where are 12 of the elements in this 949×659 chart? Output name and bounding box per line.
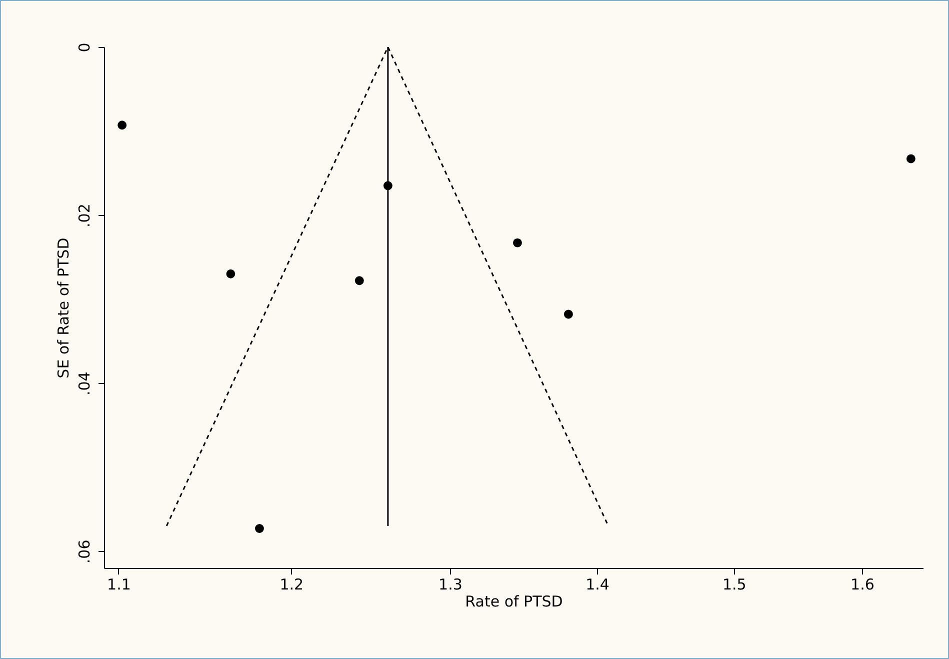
x-tick-label: 1.3 xyxy=(438,576,462,594)
y-tick-label: .06 xyxy=(76,540,94,564)
y-tick-label: .02 xyxy=(76,204,94,228)
y-tick-label: 0 xyxy=(76,42,94,52)
x-tick-label: 1.5 xyxy=(722,576,746,594)
x-tick-label: 1.2 xyxy=(280,576,304,594)
y-axis-title: SE of Rate of PTSD xyxy=(54,238,72,378)
x-tick-label: 1.1 xyxy=(107,576,131,594)
x-tick-label: 1.4 xyxy=(586,576,610,594)
y-tick-label: .04 xyxy=(76,372,94,396)
x-axis-title: Rate of PTSD xyxy=(465,592,563,610)
x-tick-label: 1.6 xyxy=(850,576,874,594)
